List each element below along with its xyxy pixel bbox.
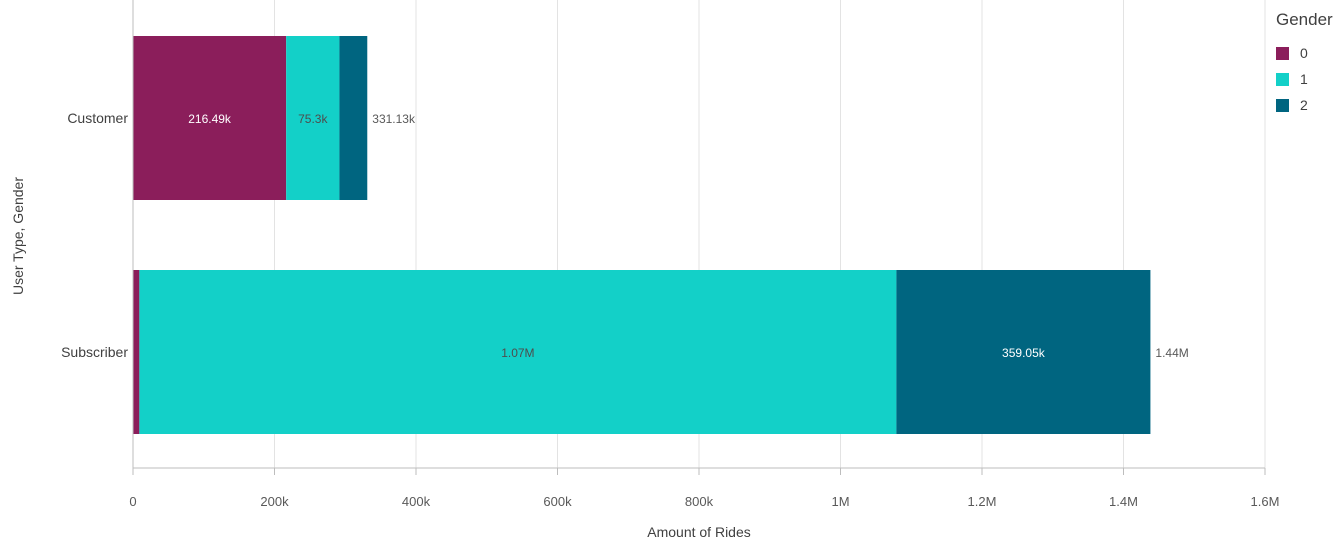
legend-swatch [1276,46,1289,60]
legend-label: 1 [1300,71,1308,87]
data-label: 75.3k [298,112,328,126]
grid-lines [274,0,1266,468]
legend-swatch [1276,98,1289,112]
x-tick-label: 0 [129,494,136,509]
axes: 0 200k 400k 600k 800k 1M 1.2M 1.4M 1.6M Customer S… [61,0,1279,509]
x-tick-label: 200k [260,494,289,509]
data-label: 1.07M [501,346,534,360]
y-tick-label: Subscriber [61,344,128,360]
x-tick-label: 1.2M [968,494,997,509]
x-tick-label: 1M [831,494,849,509]
y-tick-label: Customer [67,110,128,126]
legend-label: 0 [1300,45,1308,61]
legend-swatch [1276,72,1289,86]
legend-item-1: 1 [1276,66,1333,92]
legend-item-2: 2 [1276,92,1333,118]
y-axis-label: User Type, Gender [10,177,26,295]
legend-item-0: 0 [1276,40,1333,66]
data-label: 216.49k [188,112,232,126]
bar-segment-subscriber-2 [896,270,1151,434]
legend-label: 2 [1300,97,1308,113]
x-tick-label: 1.6M [1251,494,1280,509]
bar-segment-customer-1 [286,36,340,200]
x-tick-label: 1.4M [1109,494,1138,509]
x-tick-label: 400k [402,494,431,509]
bar-segment-subscriber-0 [133,270,140,434]
data-label: 359.05k [1002,346,1046,360]
bar-segment-subscriber-1 [139,270,897,434]
total-label: 331.13k [372,112,416,126]
legend: Gender 0 1 2 [1276,10,1333,118]
x-tick-label: 600k [543,494,572,509]
legend-title: Gender [1276,10,1333,29]
bar-segment-customer-0 [133,36,287,200]
bars: 216.49k 75.3k 331.13k 1.07M 359.05k 1.44M [133,36,1189,434]
x-tick-label: 800k [685,494,714,509]
total-label: 1.44M [1155,346,1188,360]
bar-segment-customer-2 [339,36,368,200]
x-axis-label: Amount of Rides [647,524,751,540]
